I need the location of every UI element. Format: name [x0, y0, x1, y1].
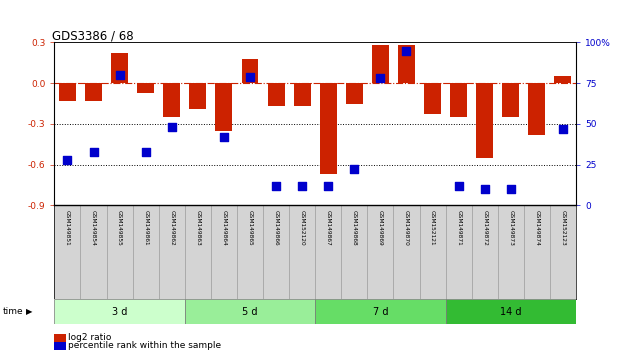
Point — [88, 149, 99, 154]
Text: GSM149870: GSM149870 — [404, 210, 409, 246]
Bar — [189, 83, 206, 109]
Bar — [163, 83, 180, 117]
Text: 14 d: 14 d — [500, 307, 522, 316]
Bar — [59, 83, 76, 101]
Bar — [398, 45, 415, 83]
Bar — [81, 205, 107, 299]
Text: GSM152121: GSM152121 — [430, 210, 435, 246]
Text: GSM149863: GSM149863 — [195, 210, 200, 246]
Point — [323, 183, 333, 189]
Text: GSM152120: GSM152120 — [300, 210, 305, 246]
Bar — [420, 205, 445, 299]
Text: GSM149867: GSM149867 — [326, 210, 331, 246]
Point — [115, 72, 125, 78]
Text: log2 ratio: log2 ratio — [68, 333, 112, 342]
Text: GSM149865: GSM149865 — [248, 210, 253, 246]
Bar — [424, 83, 441, 114]
Text: GSM152123: GSM152123 — [561, 210, 566, 246]
Bar — [237, 205, 263, 299]
Bar — [316, 205, 341, 299]
Bar — [54, 205, 81, 299]
Point — [219, 134, 229, 140]
Bar — [372, 45, 389, 83]
Bar — [524, 205, 550, 299]
Text: GSM149861: GSM149861 — [143, 210, 148, 246]
Bar — [346, 83, 363, 103]
Bar — [445, 205, 472, 299]
Point — [401, 48, 412, 53]
Bar — [107, 205, 132, 299]
Bar — [54, 299, 185, 324]
Bar — [211, 205, 237, 299]
Bar — [320, 83, 337, 174]
Text: GSM149872: GSM149872 — [482, 210, 487, 246]
Bar — [289, 205, 315, 299]
Point — [479, 186, 490, 192]
Text: GSM149871: GSM149871 — [456, 210, 461, 246]
Point — [166, 124, 177, 130]
Text: GSM149869: GSM149869 — [378, 210, 383, 246]
Point — [506, 186, 516, 192]
Text: GSM149874: GSM149874 — [534, 210, 540, 246]
Bar — [341, 205, 367, 299]
Bar — [185, 205, 211, 299]
Bar — [450, 83, 467, 117]
Bar — [472, 205, 498, 299]
Bar — [137, 83, 154, 93]
Bar — [316, 299, 445, 324]
Text: GSM149868: GSM149868 — [352, 210, 357, 246]
Text: 5 d: 5 d — [243, 307, 258, 316]
Bar — [268, 83, 285, 106]
Point — [62, 157, 72, 162]
Bar — [550, 205, 576, 299]
Text: GSM149854: GSM149854 — [91, 210, 96, 246]
Bar — [111, 53, 128, 83]
Bar — [498, 205, 524, 299]
Point — [558, 126, 568, 132]
Bar — [85, 83, 102, 101]
Text: 3 d: 3 d — [112, 307, 127, 316]
Text: GSM149851: GSM149851 — [65, 210, 70, 246]
Text: GSM149855: GSM149855 — [117, 210, 122, 246]
Text: GSM149864: GSM149864 — [221, 210, 227, 246]
Text: GDS3386 / 68: GDS3386 / 68 — [52, 29, 133, 42]
Point — [454, 183, 464, 189]
Point — [141, 149, 151, 154]
Bar — [159, 205, 185, 299]
Bar — [294, 83, 310, 106]
Bar — [132, 205, 159, 299]
Bar — [476, 83, 493, 158]
Point — [375, 75, 385, 81]
Bar — [554, 76, 572, 83]
Point — [271, 183, 281, 189]
Text: GSM149862: GSM149862 — [169, 210, 174, 246]
Bar — [502, 83, 519, 117]
Text: GSM149866: GSM149866 — [273, 210, 278, 246]
Text: ▶: ▶ — [26, 307, 32, 316]
Point — [245, 74, 255, 80]
Bar — [185, 299, 316, 324]
Bar — [445, 299, 576, 324]
Bar — [216, 83, 232, 131]
Bar — [241, 59, 259, 83]
Bar — [367, 205, 394, 299]
Text: GSM149873: GSM149873 — [508, 210, 513, 246]
Bar — [394, 205, 420, 299]
Point — [349, 167, 360, 172]
Text: 7 d: 7 d — [372, 307, 388, 316]
Text: percentile rank within the sample: percentile rank within the sample — [68, 341, 221, 350]
Text: time: time — [3, 307, 24, 316]
Bar — [263, 205, 289, 299]
Point — [297, 183, 307, 189]
Bar — [529, 83, 545, 135]
